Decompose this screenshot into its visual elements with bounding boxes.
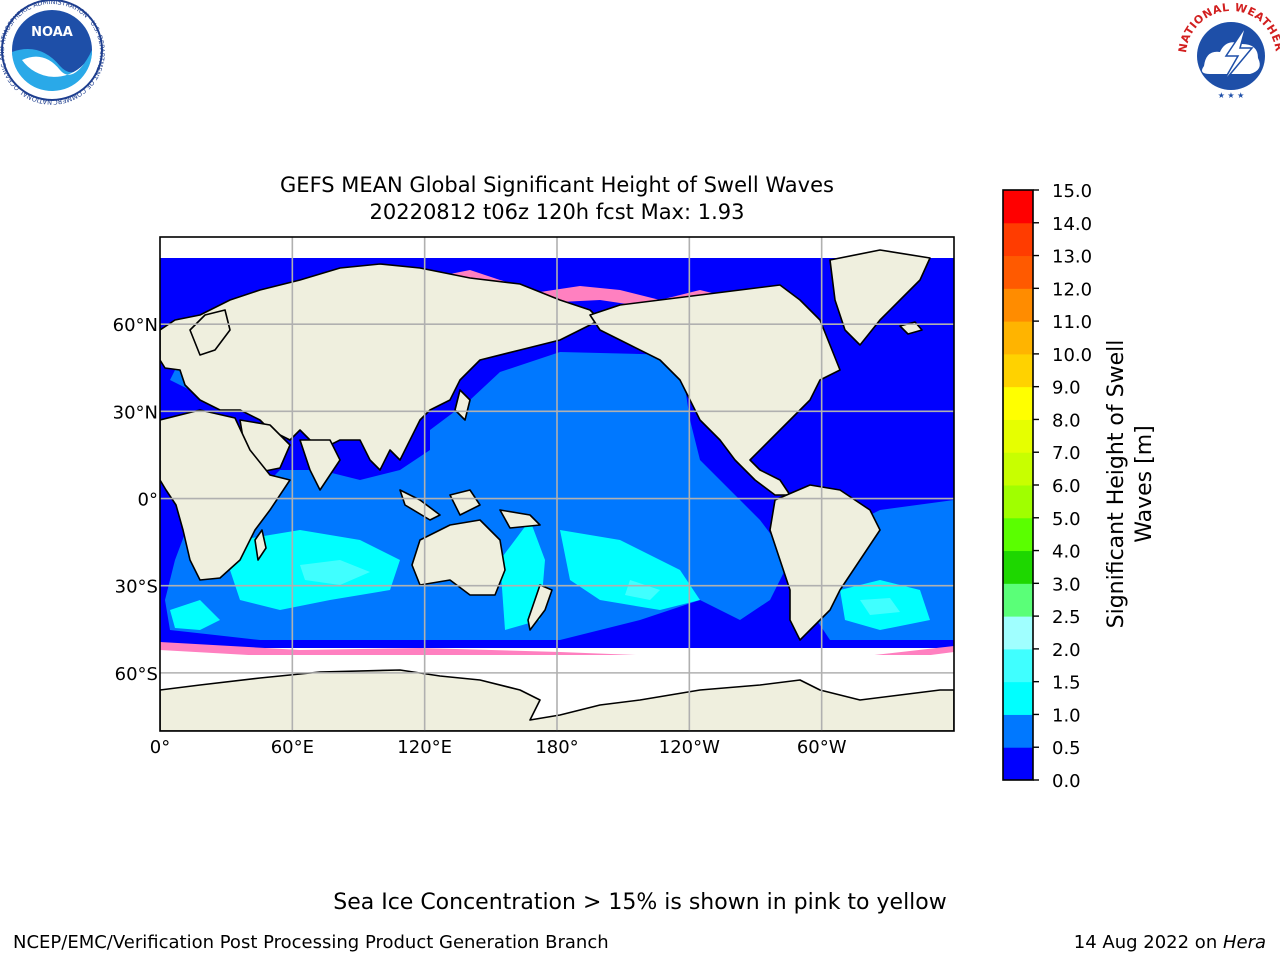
colorbar-segment <box>1003 550 1033 584</box>
colorbar-tick-label: 2.0 <box>1052 640 1081 661</box>
y-axis-ticks: 60°N 30°N 0° 30°S 60°S <box>113 315 158 685</box>
land-south-america <box>769 484 881 641</box>
footer-date-text: 14 Aug 2022 on <box>1073 932 1223 953</box>
colorbar-segment <box>1003 714 1033 748</box>
colorbar-segment <box>1003 190 1033 224</box>
land-masses <box>160 249 954 731</box>
colorbar-segment <box>1003 648 1033 683</box>
colorbar-tick-label: 3.0 <box>1052 574 1081 595</box>
colorbar-label-line2: Waves [m] <box>1132 425 1157 542</box>
land-india <box>299 439 341 491</box>
colorbar-segment <box>1003 222 1033 257</box>
y-tick-label: 30°N <box>113 402 158 423</box>
colorbar-segment <box>1003 485 1033 519</box>
land-japan <box>454 389 471 421</box>
land-new-zealand <box>527 584 553 631</box>
x-tick-label: 120°W <box>659 737 720 758</box>
footer-host: Hera <box>1222 932 1266 953</box>
noaa-logo: NATIONAL OCEANIC AND ATMOSPHERIC ADMINIS… <box>0 0 106 106</box>
footer-branch: NCEP/EMC/Verification Post Processing Pr… <box>13 932 609 953</box>
nws-logo: NATIONAL WEATHER SERVICE ★ ★ ★ <box>0 0 1280 104</box>
colorbar-tick-label: 0.5 <box>1052 738 1081 759</box>
colorbar-tick-label: 1.5 <box>1052 673 1081 694</box>
map-border <box>159 236 955 732</box>
colorbar-segment <box>1003 321 1033 355</box>
y-tick-label: 60°S <box>115 664 158 685</box>
y-tick-label: 30°S <box>115 577 158 598</box>
chart-title: GEFS MEAN Global Significant Height of S… <box>280 173 834 197</box>
noaa-logo-text: NOAA <box>31 25 73 40</box>
x-axis-ticks: 0° 60°E 120°E 180° 120°W 60°W <box>150 737 847 758</box>
x-tick-label: 60°E <box>271 737 314 758</box>
x-tick-label: 120°E <box>397 737 452 758</box>
colorbar-segment <box>1003 681 1033 715</box>
gridlines <box>160 237 954 731</box>
nws-ring-text: NATIONAL WEATHER SERVICE <box>0 0 1280 57</box>
colorbar-tick-label: 0.0 <box>1052 771 1081 792</box>
colorbar-tick-label: 10.0 <box>1052 345 1092 366</box>
swell-band-1.5-2.0 <box>300 560 370 585</box>
colorbar-tick-label: 14.0 <box>1052 214 1092 235</box>
colorbar-tick-label: 13.0 <box>1052 247 1092 268</box>
sea-ice-note: Sea Ice Concentration > 15% is shown in … <box>333 890 947 915</box>
nws-stars-icon: ★ ★ ★ <box>1218 91 1245 100</box>
swell-band-1.0-1.5 <box>170 600 220 630</box>
colorbar-tick-label: 5.0 <box>1052 509 1081 530</box>
colorbar-tick-label: 9.0 <box>1052 378 1081 399</box>
svg-text:NATIONAL WEATHER SERVICE: NATIONAL WEATHER SERVICE <box>0 0 1280 57</box>
colorbar-segment <box>1003 517 1033 552</box>
land-iceland <box>899 321 923 335</box>
land-australia <box>411 519 506 596</box>
colorbar-segment <box>1003 452 1033 486</box>
colorbar-segment <box>1003 386 1033 420</box>
land-scandinavia <box>189 309 231 356</box>
swell-band-1.5-2.0 <box>860 598 900 615</box>
colorbar-tick-label: 6.0 <box>1052 476 1081 497</box>
colorbar-tick-label: 7.0 <box>1052 443 1081 464</box>
y-tick-label: 60°N <box>113 315 158 336</box>
colorbar-tick-label: 1.0 <box>1052 705 1081 726</box>
colorbar-tick-label: 8.0 <box>1052 410 1081 431</box>
colorbar-tick-label: 12.0 <box>1052 279 1092 300</box>
map-panel: 0° 60°E 120°E 180° 120°W 60°W 60°N30°N0°30°S6… <box>113 236 955 758</box>
x-tick-label: 180° <box>535 737 578 758</box>
land-north-america <box>589 284 841 496</box>
colorbar-tick-label: 15.0 <box>1052 181 1092 202</box>
colorbar-segment <box>1003 583 1033 617</box>
colorbar-segment <box>1003 616 1033 650</box>
land-antarctica <box>160 669 954 731</box>
colorbar-segment <box>1003 353 1033 388</box>
land-africa <box>160 409 291 581</box>
y-tick-label: 0° <box>138 490 158 511</box>
colorbar-tick-label: 2.5 <box>1052 607 1081 628</box>
x-tick-label: 60°W <box>797 737 847 758</box>
land-madagascar <box>254 529 267 561</box>
land-new-guinea <box>499 509 541 529</box>
colorbar: 0.0 0.5 1.0 1.5 2.0 2.5 3.0 4.0 5.0 6.0 7.0 8.0 9.0 1… <box>1002 181 1092 792</box>
swell-band-1.0-1.5 <box>560 530 700 610</box>
colorbar-tick-label: 4.0 <box>1052 542 1081 563</box>
colorbar-label-line1: Significant Height of Swell <box>1104 340 1129 629</box>
land-borneo <box>449 489 481 516</box>
chart-subtitle: 20220812 t06z 120h fcst Max: 1.93 <box>369 200 745 224</box>
colorbar-segment <box>1003 419 1033 453</box>
colorbar-segment <box>1003 255 1033 289</box>
colorbar-tick-label: 11.0 <box>1052 312 1092 333</box>
colorbar-segment <box>1003 288 1033 322</box>
land-greenland <box>829 249 931 346</box>
footer-date: 14 Aug 2022 on Hera <box>1074 932 1266 953</box>
colorbar-segment <box>1003 747 1033 781</box>
x-tick-label: 0° <box>150 737 170 758</box>
